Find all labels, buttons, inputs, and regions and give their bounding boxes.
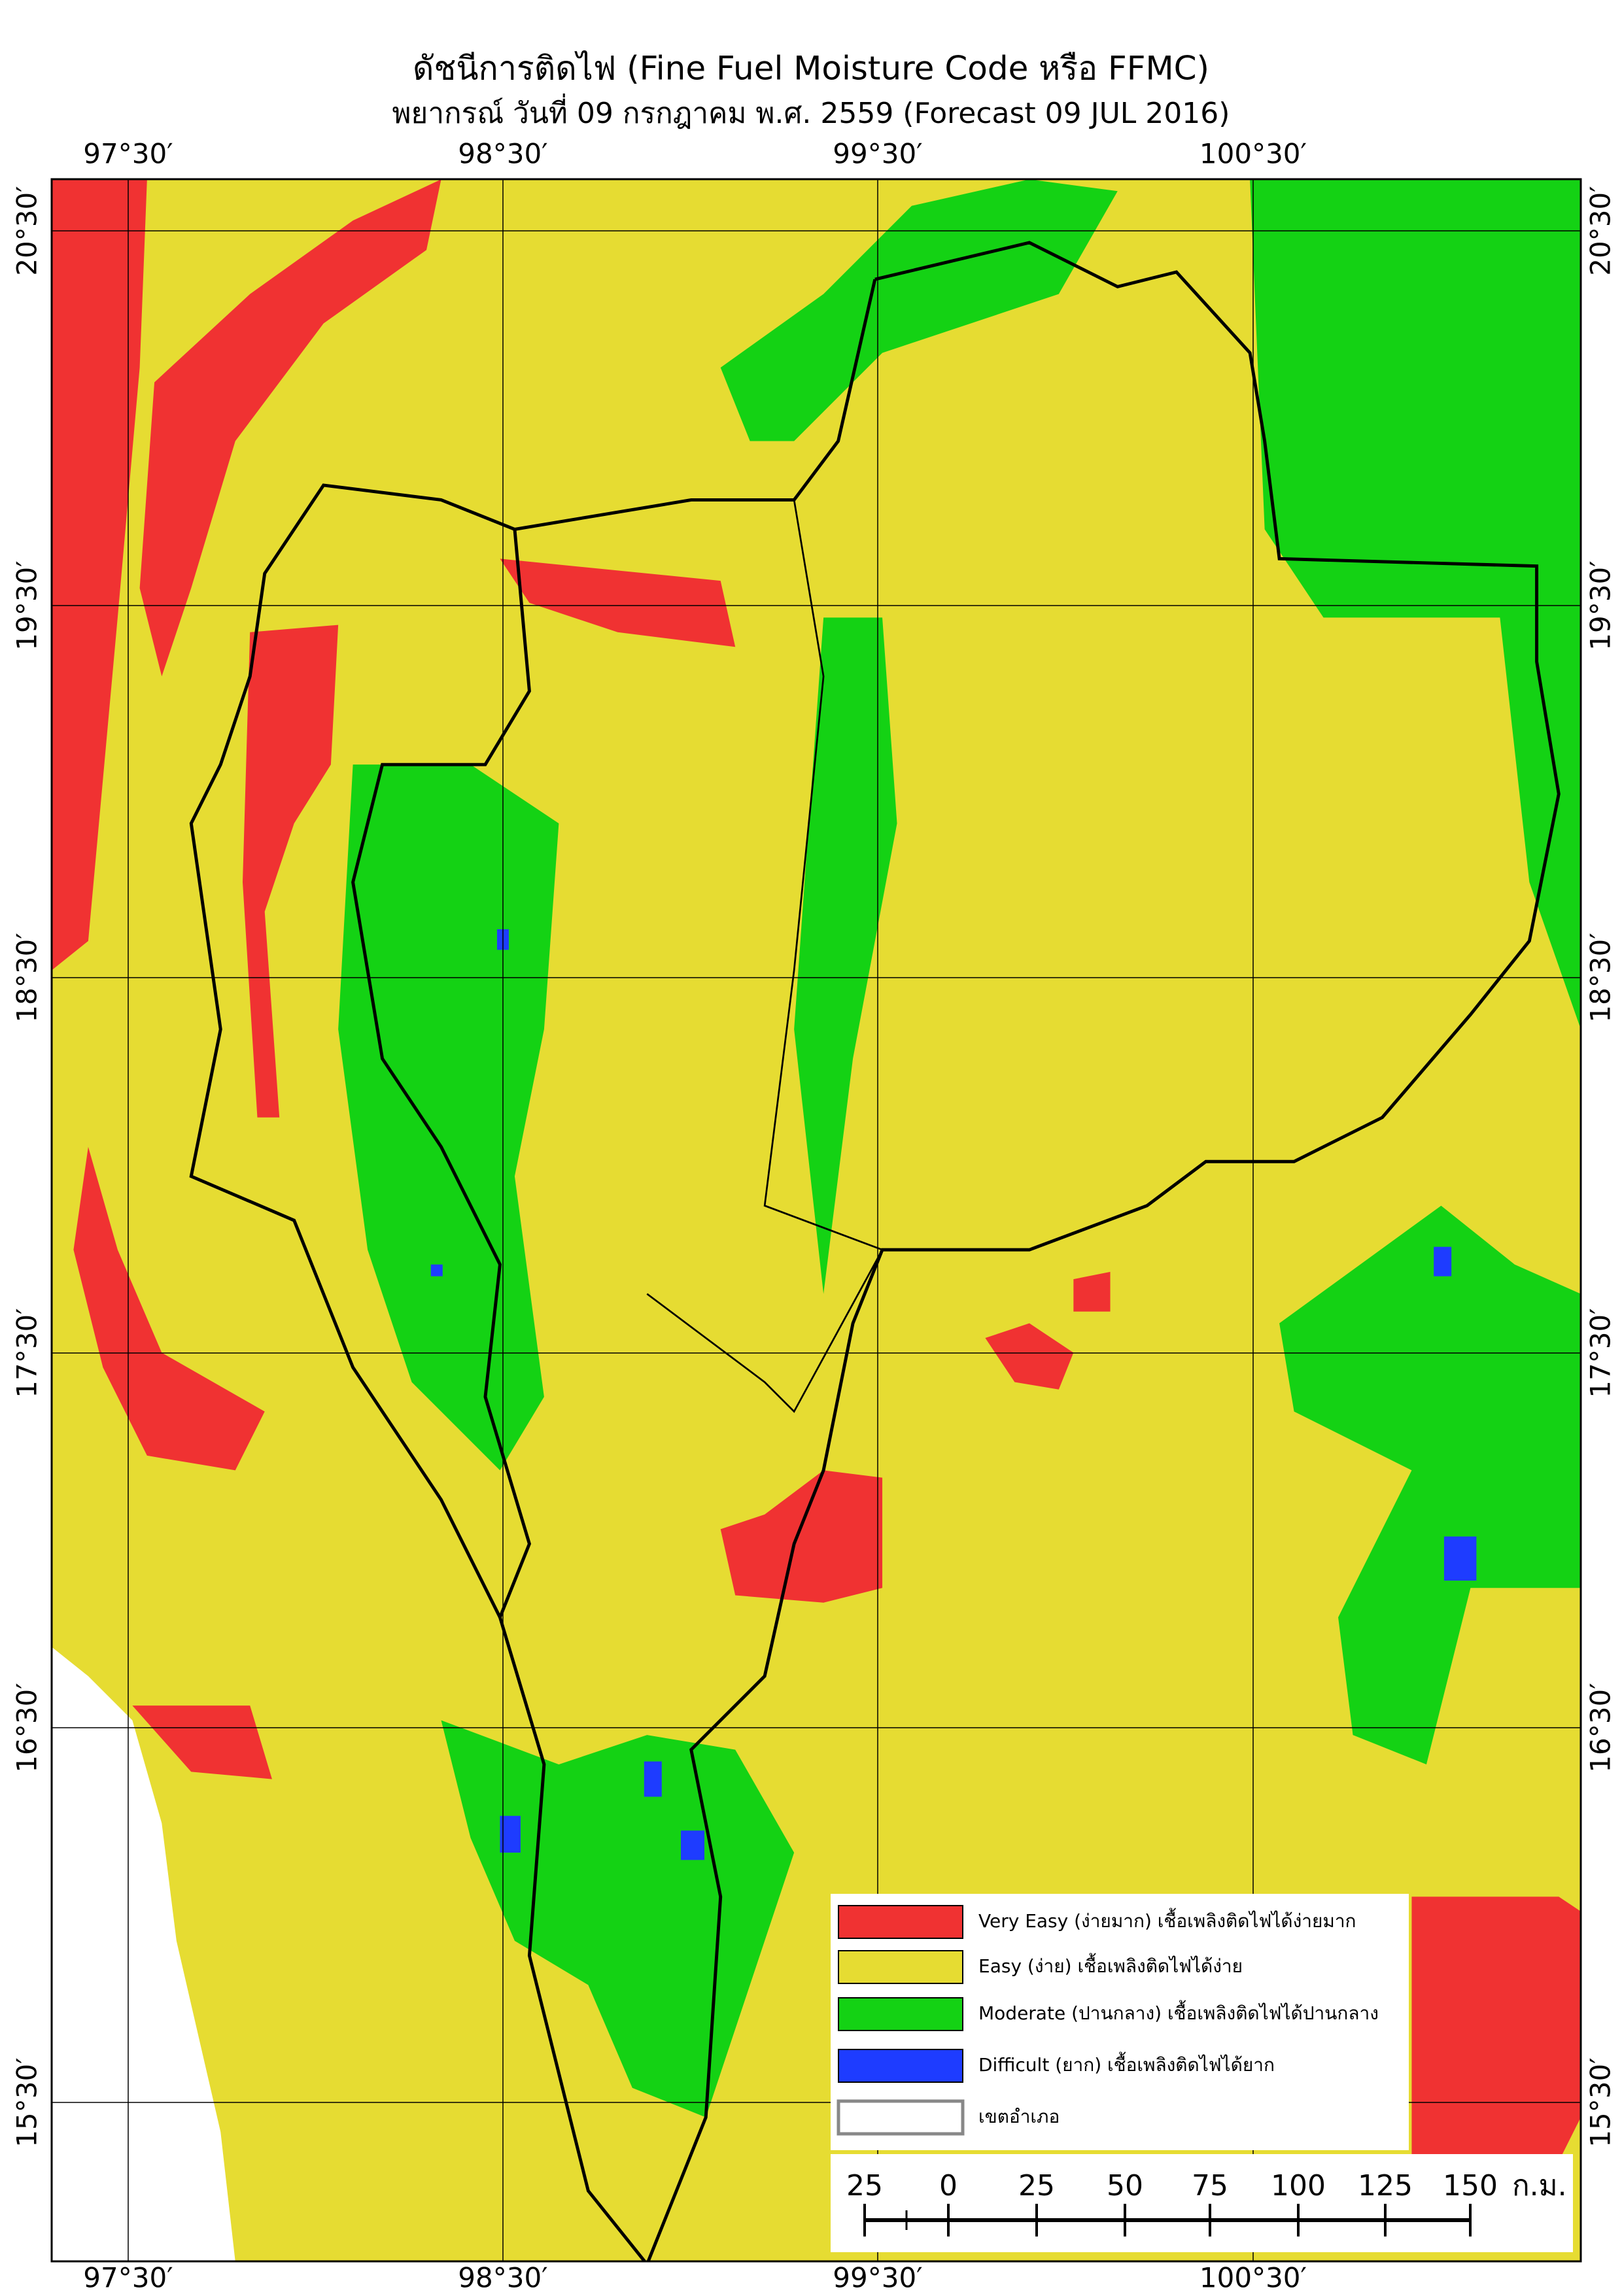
legend-label: Easy (ง่าย) เชื้อเพลิงติดไฟได้ง่าย: [978, 1953, 1243, 1977]
latitude-label-left: 19°30′: [11, 560, 43, 650]
latitude-label-right: 18°30′: [1585, 933, 1617, 1022]
latitude-label-left: 16°30′: [11, 1683, 43, 1772]
difficult-zone: [1443, 1536, 1477, 1581]
latitude-label-left: 18°30′: [11, 933, 43, 1022]
coordinate-labels: 97°30′ 97°30′ 98°30′ 98°30′ 99°30′ 99°30′ 100°…: [11, 138, 1617, 2294]
very-easy-zone: [985, 1323, 1074, 1390]
legend-label: เขตอำเภอ: [978, 2106, 1060, 2127]
longitude-label-bottom: 100°30′: [1199, 2262, 1307, 2294]
province-boundary: [189, 483, 515, 1619]
fuel-zones: [52, 179, 1581, 2261]
province-boundary: [351, 241, 1561, 2261]
legend-label: Very Easy (ง่ายมาก) เชื้อเพลิงติดไฟได้ง่…: [978, 1908, 1356, 1932]
legend-swatch: [837, 2099, 965, 2136]
latitude-label-left: 15°30′: [11, 2057, 43, 2147]
very-easy-zone: [1411, 1896, 1581, 2162]
latitude-label-left: 17°30′: [11, 1308, 43, 1397]
legend-swatch: [838, 1905, 963, 1939]
legend-swatch: [838, 1950, 963, 1984]
very-easy-zone: [242, 625, 339, 1118]
scale-bar-label: 150: [1443, 2169, 1498, 2202]
district-boundary: [646, 1249, 884, 1413]
sea-area: [52, 1647, 235, 2261]
very-easy-zone: [500, 558, 736, 647]
very-easy-zone: [139, 179, 441, 677]
longitude-label-top: 99°30′: [833, 138, 922, 170]
latitude-label-right: 15°30′: [1585, 2057, 1617, 2147]
very-easy-zone: [1073, 1271, 1111, 1312]
longitude-label-bottom: 99°30′: [833, 2262, 922, 2294]
moderate-zone: [1279, 1205, 1581, 1765]
scale-bar-label: 125: [1358, 2169, 1413, 2202]
difficult-zone: [1434, 1246, 1452, 1277]
latitude-label-right: 19°30′: [1585, 560, 1617, 650]
scale-bar-label: 25: [846, 2169, 883, 2202]
district-boundary: [763, 500, 883, 1251]
moderate-zone: [794, 617, 897, 1294]
scale-bar-unit: ก.ม.: [1512, 2169, 1567, 2202]
longitude-label-bottom: 98°30′: [458, 2262, 547, 2294]
legend: Very Easy (ง่ายมาก) เชื้อเพลิงติดไฟได้ง่…: [837, 1905, 1379, 2136]
scale-bar-label: 100: [1271, 2169, 1326, 2202]
scale-bar-label: 0: [939, 2169, 958, 2202]
scale-bar-label: 50: [1107, 2169, 1143, 2202]
legend-label: Difficult (ยาก) เชื้อเพลิงติดไฟได้ยาก: [978, 2051, 1275, 2076]
difficult-zone: [430, 1264, 443, 1277]
longitude-label-bottom: 97°30′: [83, 2262, 173, 2294]
latitude-label-right: 16°30′: [1585, 1683, 1617, 1772]
map-subtitle: พยากรณ์ วันที่ 09 กรกฎาคม พ.ศ. 2559 (For…: [392, 93, 1230, 130]
legend-label: Moderate (ปานกลาง) เชื้อเพลิงติดไฟได้ปาน…: [978, 2000, 1379, 2024]
very-easy-zone: [73, 1146, 265, 1471]
longitude-label-top: 98°30′: [458, 138, 547, 170]
map-frame: [50, 178, 1582, 2263]
latitude-label-right: 20°30′: [1585, 186, 1617, 275]
difficult-zone: [644, 1761, 662, 1797]
latitude-label-left: 20°30′: [11, 186, 43, 275]
moderate-zone: [1250, 179, 1581, 1029]
scale-bar-label: 25: [1018, 2169, 1055, 2202]
difficult-zone: [681, 1830, 704, 1860]
legend-swatch: [838, 1997, 963, 2031]
map-area: [52, 179, 1581, 2261]
map-title: ดัชนีการติดไฟ (Fine Fuel Moisture Code ห…: [413, 50, 1209, 88]
longitude-label-top: 97°30′: [83, 138, 173, 170]
very-easy-zone: [720, 1470, 883, 1603]
very-easy-zone: [132, 1705, 272, 1779]
very-easy-zone: [52, 179, 147, 970]
legend-swatch: [838, 2049, 963, 2083]
longitude-label-top: 100°30′: [1199, 138, 1307, 170]
scale-bar-label: 75: [1192, 2169, 1228, 2202]
scale-bar-box: [831, 2154, 1573, 2252]
latitude-label-right: 17°30′: [1585, 1308, 1617, 1397]
scale-bar: 25 0 25 50 75 100 125 150 ก.ม.: [846, 2169, 1567, 2236]
